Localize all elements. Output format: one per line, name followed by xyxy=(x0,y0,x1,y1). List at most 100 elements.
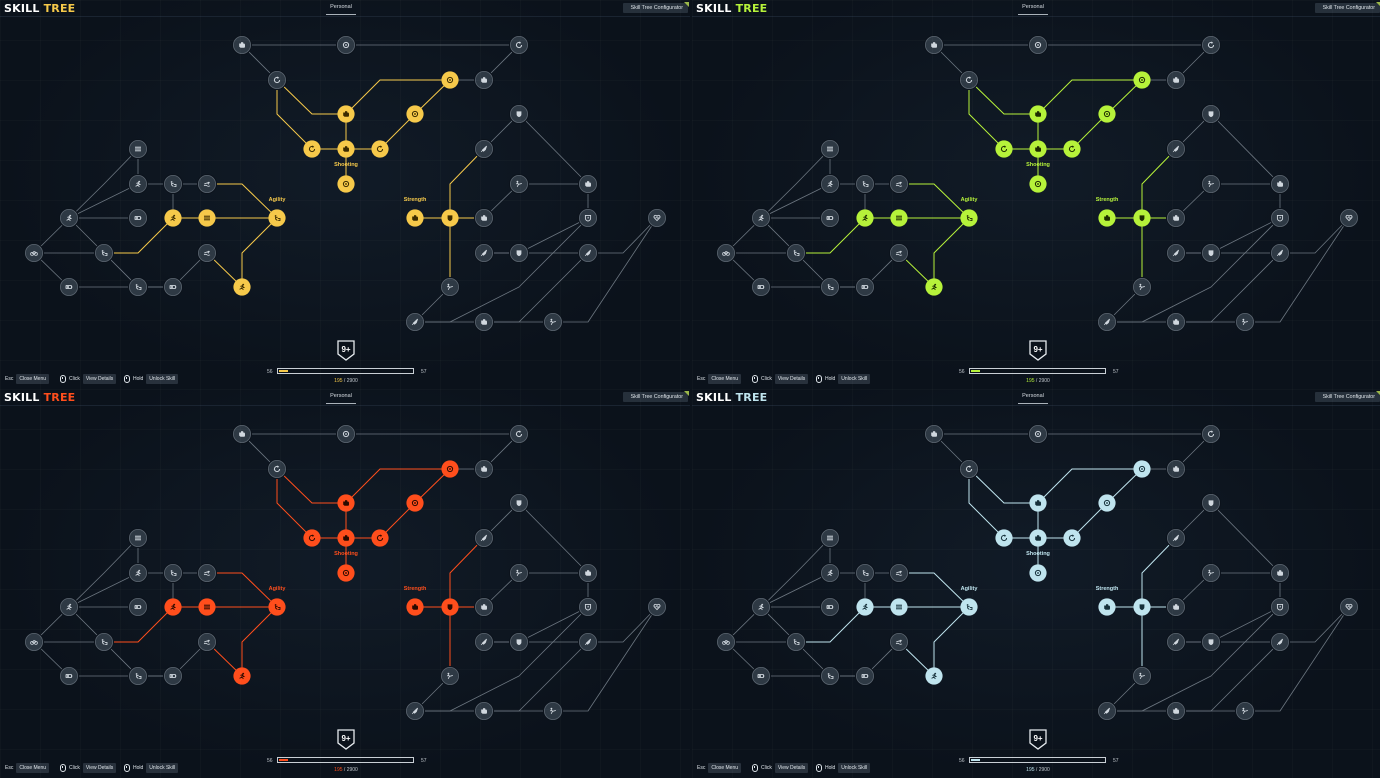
skill-node-heart[interactable] xyxy=(647,208,667,228)
unlock-skill-button[interactable]: Unlock Skill xyxy=(146,374,179,384)
tab-personal[interactable]: Personal xyxy=(326,4,356,15)
unlock-skill-button[interactable]: Unlock Skill xyxy=(838,763,871,773)
skill-node-swim-lower[interactable] xyxy=(197,243,217,263)
skill-node-reload-upper[interactable] xyxy=(267,70,287,90)
skill-node-swim-upper[interactable] xyxy=(197,563,217,583)
skill-node-run-agility[interactable] xyxy=(163,597,183,617)
skill-node-battery-lower[interactable] xyxy=(59,666,79,686)
skill-node-reload-upper[interactable] xyxy=(959,459,979,479)
skill-node-run-upper[interactable] xyxy=(128,174,148,194)
skill-node-kick-upper[interactable] xyxy=(1201,563,1221,583)
skill-node-shield-top[interactable] xyxy=(1201,104,1221,124)
skill-node-run-upper[interactable] xyxy=(128,563,148,583)
skill-node-target-shooting[interactable] xyxy=(1028,563,1048,583)
skill-node-list-top[interactable] xyxy=(820,139,840,159)
skill-node-climb-lower[interactable] xyxy=(94,632,114,652)
skill-node-gauntlet-top-left[interactable] xyxy=(232,35,252,55)
skill-node-strength-core[interactable] xyxy=(440,208,460,228)
skill-node-gauntlet-strength[interactable] xyxy=(474,208,494,228)
skill-node-reload-upper[interactable] xyxy=(267,459,287,479)
skill-node-list-agility[interactable] xyxy=(197,597,217,617)
skill-node-gauntlet-strength[interactable] xyxy=(1166,597,1186,617)
skill-node-run-agility[interactable] xyxy=(855,208,875,228)
skill-node-target-shooting[interactable] xyxy=(1028,174,1048,194)
skill-node-strength-left[interactable] xyxy=(1097,208,1117,228)
skill-node-reload-left[interactable] xyxy=(302,528,322,548)
skill-node-strength-core[interactable] xyxy=(1132,208,1152,228)
skill-node-target-mid[interactable] xyxy=(1097,493,1117,513)
skill-node-run-left[interactable] xyxy=(751,597,771,617)
skill-node-climb-agility[interactable] xyxy=(959,597,979,617)
skill-node-knife-upper[interactable] xyxy=(474,528,494,548)
skill-node-reload-left[interactable] xyxy=(302,139,322,159)
skill-node-kick-strength[interactable] xyxy=(1132,666,1152,686)
skill-node-reload-left[interactable] xyxy=(994,528,1014,548)
skill-node-shooting-core[interactable] xyxy=(1028,528,1048,548)
skill-node-target-upper[interactable] xyxy=(440,459,460,479)
skill-node-shield-right[interactable] xyxy=(578,208,598,228)
skill-node-run-upper[interactable] xyxy=(820,174,840,194)
skill-node-target-shooting[interactable] xyxy=(336,174,356,194)
skill-node-kick-strength[interactable] xyxy=(440,277,460,297)
skill-node-kick-upper[interactable] xyxy=(1201,174,1221,194)
skill-node-bike[interactable] xyxy=(716,632,736,652)
skill-node-run-bottom[interactable] xyxy=(924,277,944,297)
skill-node-gauntlet-upper[interactable] xyxy=(474,459,494,479)
skill-node-knife-right[interactable] xyxy=(1270,243,1290,263)
skill-node-gauntlet-right[interactable] xyxy=(578,174,598,194)
skill-node-battery-bottom[interactable] xyxy=(163,277,183,297)
skill-node-gauntlet-strength[interactable] xyxy=(474,597,494,617)
skill-node-reload-right[interactable] xyxy=(370,528,390,548)
view-details-button[interactable]: View Details xyxy=(774,763,809,773)
skill-node-reload-right[interactable] xyxy=(1062,139,1082,159)
skill-node-battery-bottom[interactable] xyxy=(855,666,875,686)
skill-node-kick-strength[interactable] xyxy=(440,666,460,686)
skill-node-shield-top[interactable] xyxy=(1201,493,1221,513)
close-menu-button[interactable]: Close Menu xyxy=(708,374,742,384)
skill-node-gauntlet-bottom[interactable] xyxy=(474,701,494,721)
skill-node-gauntlet-upper[interactable] xyxy=(1166,70,1186,90)
skill-node-shield-mid[interactable] xyxy=(509,243,529,263)
skill-node-battery-left[interactable] xyxy=(820,208,840,228)
skill-node-climb-agility[interactable] xyxy=(267,597,287,617)
skill-node-target-top[interactable] xyxy=(1028,424,1048,444)
skill-node-target-mid[interactable] xyxy=(405,493,425,513)
skill-node-battery-lower[interactable] xyxy=(751,277,771,297)
skill-node-target-top[interactable] xyxy=(336,35,356,55)
skill-node-target-mid[interactable] xyxy=(405,104,425,124)
skill-node-heart[interactable] xyxy=(647,597,667,617)
skill-node-gauntlet-right[interactable] xyxy=(1270,563,1290,583)
skill-node-reload-left[interactable] xyxy=(994,139,1014,159)
skill-node-kick-upper[interactable] xyxy=(509,563,529,583)
skill-node-run-bottom[interactable] xyxy=(924,666,944,686)
skill-node-gauntlet-top-left[interactable] xyxy=(924,424,944,444)
skill-node-knife-upper[interactable] xyxy=(1166,139,1186,159)
skill-node-battery-left[interactable] xyxy=(128,597,148,617)
skill-node-heart[interactable] xyxy=(1339,597,1359,617)
skill-node-kick-bottom[interactable] xyxy=(543,312,563,332)
skill-node-target-shooting[interactable] xyxy=(336,563,356,583)
skill-node-kick-bottom[interactable] xyxy=(1235,312,1255,332)
skill-node-gauntlet-strength[interactable] xyxy=(1166,208,1186,228)
skill-node-kick-strength[interactable] xyxy=(1132,277,1152,297)
skill-node-reload-top-right[interactable] xyxy=(509,35,529,55)
skill-node-swim-upper[interactable] xyxy=(889,174,909,194)
skill-node-strength-left[interactable] xyxy=(1097,597,1117,617)
skill-node-gauntlet-upper[interactable] xyxy=(1166,459,1186,479)
skill-node-list-agility[interactable] xyxy=(889,208,909,228)
skill-node-list-top[interactable] xyxy=(128,139,148,159)
skill-node-knife-bottom[interactable] xyxy=(1097,701,1117,721)
skill-tree-configurator-button[interactable]: Skill Tree Configurator xyxy=(622,391,689,402)
skill-node-knife-upper[interactable] xyxy=(1166,528,1186,548)
skill-node-swim-lower[interactable] xyxy=(197,632,217,652)
skill-node-target-upper[interactable] xyxy=(440,70,460,90)
skill-node-climb-upper[interactable] xyxy=(163,174,183,194)
skill-node-run-upper[interactable] xyxy=(820,563,840,583)
skill-node-gauntlet-right[interactable] xyxy=(1270,174,1290,194)
skill-node-shield-right[interactable] xyxy=(1270,208,1290,228)
skill-node-shield-mid[interactable] xyxy=(1201,632,1221,652)
skill-node-run-left[interactable] xyxy=(59,597,79,617)
skill-node-knife-bottom[interactable] xyxy=(1097,312,1117,332)
skill-node-climb-lower[interactable] xyxy=(786,632,806,652)
skill-node-knife-mid[interactable] xyxy=(474,632,494,652)
